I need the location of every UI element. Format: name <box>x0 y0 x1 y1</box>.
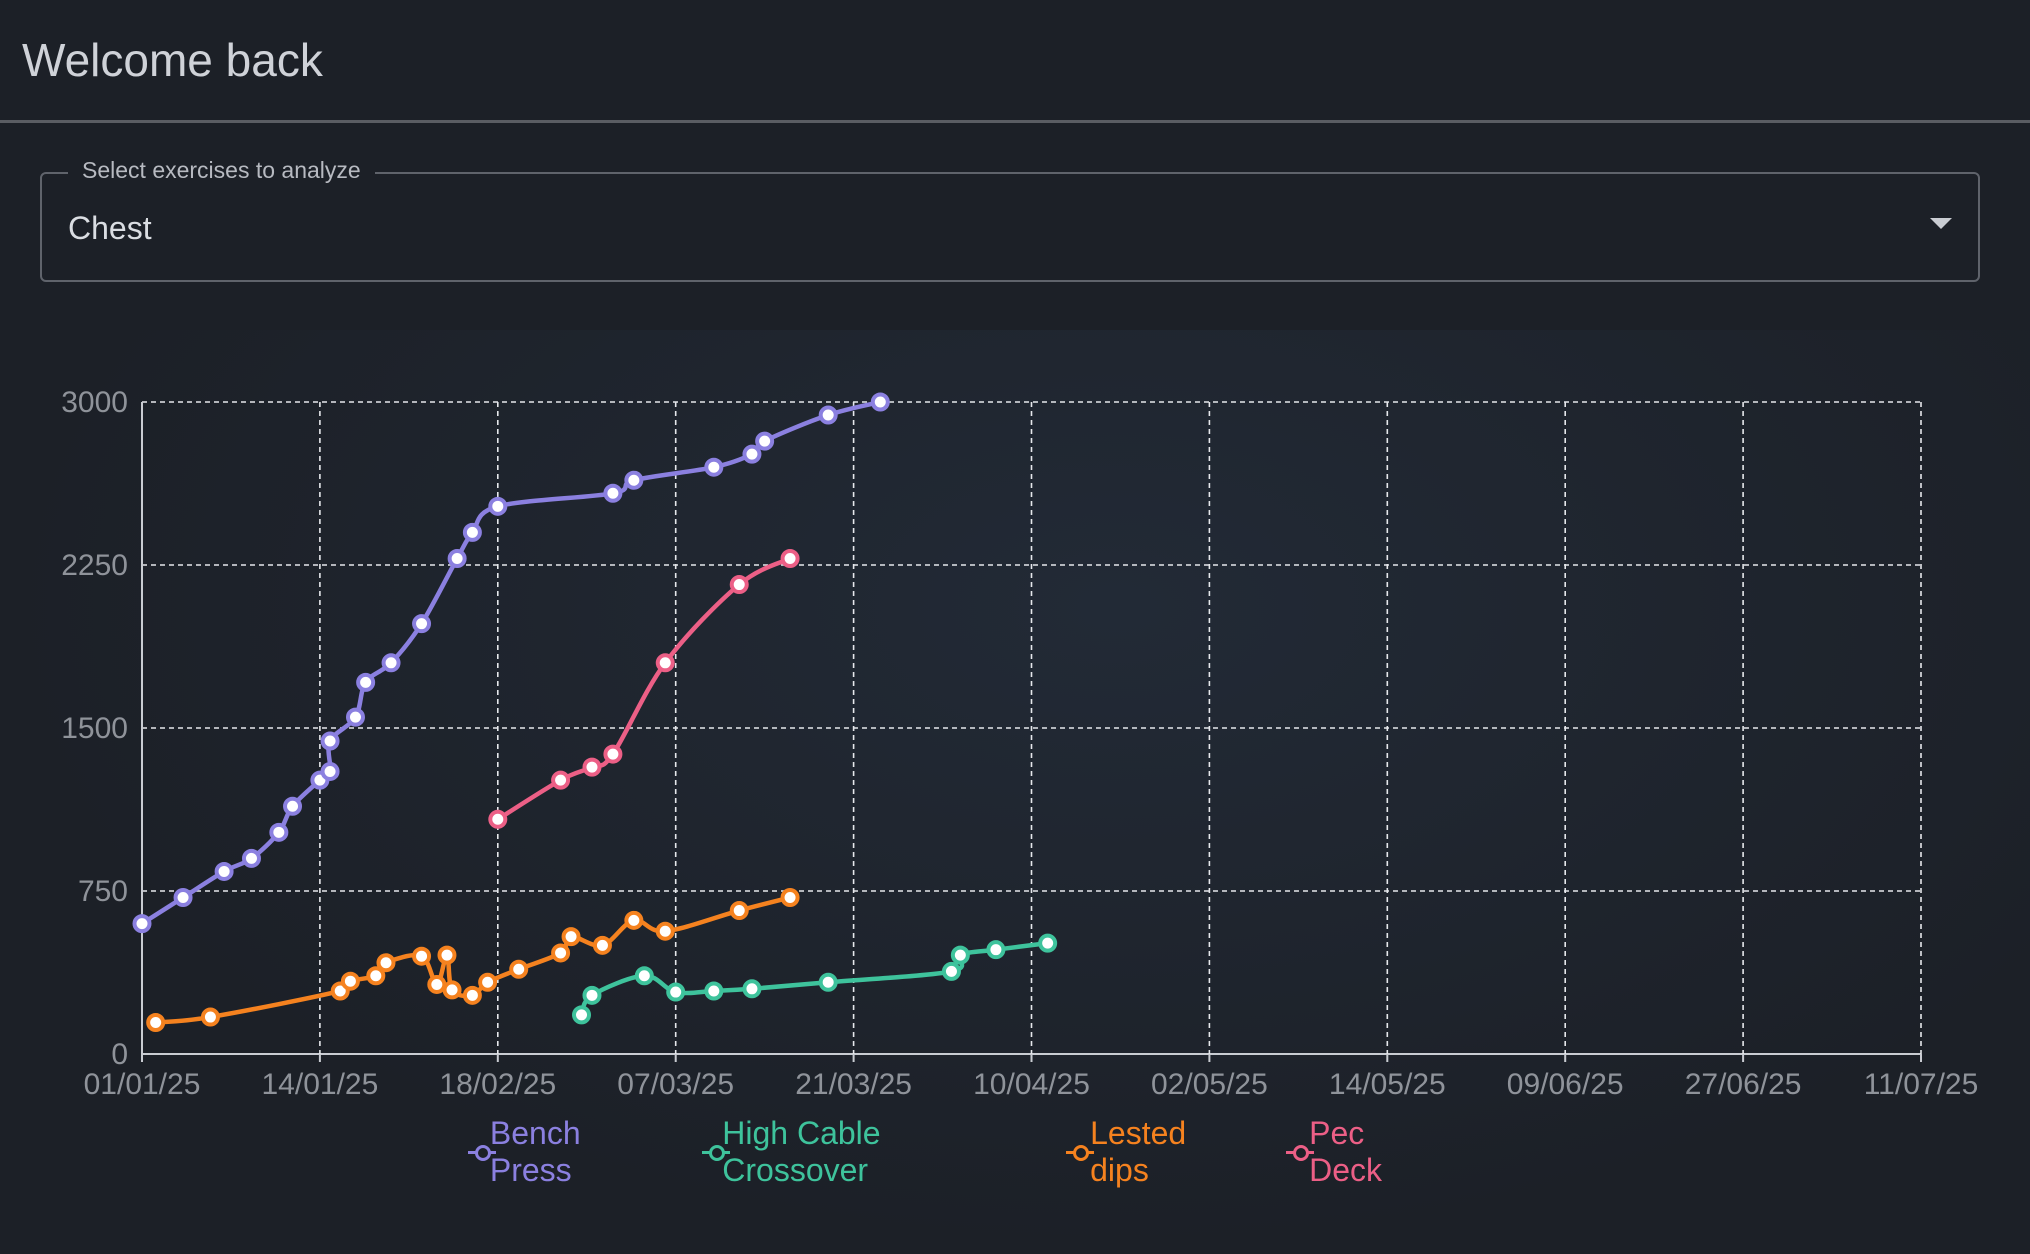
x-tick-label: 27/06/25 <box>1685 1068 1802 1101</box>
bench-press-point <box>269 822 289 842</box>
bench-press-point <box>447 548 467 568</box>
bench-press-point <box>755 431 775 451</box>
bench-press-point <box>283 796 303 816</box>
pec-deck-line <box>495 556 793 822</box>
lested-dips-point <box>340 971 360 991</box>
bench-press-point <box>241 848 261 868</box>
app-header: Welcome back <box>0 0 2030 123</box>
y-tick-label: 750 <box>78 875 128 908</box>
exercise-select[interactable]: Select exercises to analyze Chest <box>40 157 1980 282</box>
lested-dips-point <box>366 966 386 986</box>
x-tick-label: 18/02/25 <box>439 1068 556 1101</box>
legend-marker <box>702 1145 730 1161</box>
chart-area <box>0 330 2030 1254</box>
lested-dips-point <box>376 953 396 973</box>
bench-press-point <box>345 707 365 727</box>
high-cable-crossover-point <box>634 966 654 986</box>
pec-deck-point <box>488 809 508 829</box>
y-tick-label: 0 <box>111 1038 128 1071</box>
x-tick-label: 11/07/25 <box>1864 1068 1979 1101</box>
lested-dips-point <box>146 1012 166 1032</box>
legend-item[interactable]: Pec Deck <box>1286 1115 1393 1189</box>
legend-item[interactable]: High Cable Crossover <box>702 1115 882 1189</box>
high-cable-crossover-point <box>572 1005 592 1025</box>
high-cable-crossover-point <box>950 945 970 965</box>
exercise-select-value: Chest <box>68 210 152 246</box>
legend-label: Bench Press <box>489 1115 581 1188</box>
high-cable-crossover-point <box>941 961 961 981</box>
bench-press-point <box>320 731 340 751</box>
high-cable-crossover-point <box>582 985 602 1005</box>
bench-press-point <box>818 405 838 425</box>
bench-press-point <box>173 888 193 908</box>
bench-press-point <box>488 496 508 516</box>
lested-dips-point <box>551 943 571 963</box>
bench-press-point <box>870 392 890 412</box>
lested-dips-point <box>509 959 529 979</box>
bench-press-point <box>462 522 482 542</box>
bench-press-point <box>704 457 724 477</box>
legend-marker <box>468 1145 496 1161</box>
pec-deck-point <box>551 770 571 790</box>
y-tick-label: 3000 <box>61 386 128 419</box>
high-cable-crossover-point <box>986 940 1006 960</box>
high-cable-crossover-point <box>666 982 686 1002</box>
pec-deck-point <box>603 744 623 764</box>
bench-press-point <box>412 614 432 634</box>
pec-deck-point <box>780 548 800 568</box>
lested-dips-point <box>478 972 498 992</box>
x-tick-label: 01/01/25 <box>84 1068 201 1101</box>
high-cable-crossover-point <box>742 979 762 999</box>
lested-dips-point <box>655 921 675 941</box>
lested-dips-point <box>437 945 457 965</box>
bench-press-point <box>381 653 401 673</box>
lested-dips-point <box>442 980 462 1000</box>
high-cable-crossover-point <box>1038 933 1058 953</box>
legend-label: Pec Deck <box>1309 1115 1383 1188</box>
legend-marker <box>1066 1145 1094 1161</box>
high-cable-crossover-point <box>818 972 838 992</box>
lested-dips-point <box>200 1007 220 1027</box>
lested-dips-point <box>780 888 800 908</box>
x-tick-label: 09/06/25 <box>1507 1068 1624 1101</box>
y-tick-label: 2250 <box>61 549 128 582</box>
bench-press-point <box>320 761 340 781</box>
high-cable-crossover-point <box>704 981 724 1001</box>
legend-item[interactable]: Bench Press <box>468 1115 593 1189</box>
page-title: Welcome back <box>22 34 323 86</box>
y-tick-label: 1500 <box>61 712 128 745</box>
lested-dips-point <box>729 901 749 921</box>
bench-press-point <box>214 861 234 881</box>
pec-deck-point <box>655 653 675 673</box>
exercise-select-label: Select exercises to analyze <box>68 157 375 184</box>
bench-press-point <box>356 672 376 692</box>
bench-press-line <box>139 399 883 926</box>
x-tick-label: 14/05/25 <box>1329 1068 1446 1101</box>
pec-deck-point <box>729 575 749 595</box>
lested-dips-point <box>412 946 432 966</box>
lested-dips-point <box>427 974 447 994</box>
bench-press-point <box>132 914 152 934</box>
bench-press-point <box>742 444 762 464</box>
pec-deck-point <box>582 757 602 777</box>
legend-label: Lested dips <box>1090 1115 1187 1188</box>
x-tick-label: 21/03/25 <box>795 1068 912 1101</box>
x-tick-label: 07/03/25 <box>617 1068 734 1101</box>
bench-press-point <box>624 470 644 490</box>
bench-press-point <box>603 483 623 503</box>
chevron-down-icon[interactable] <box>1930 218 1952 229</box>
x-tick-label: 10/04/25 <box>973 1068 1090 1101</box>
lested-dips-point <box>624 910 644 930</box>
legend-item[interactable]: Lested dips <box>1066 1115 1196 1189</box>
x-tick-label: 02/05/25 <box>1151 1068 1268 1101</box>
lested-dips-point <box>592 935 612 955</box>
legend-label: High Cable Crossover <box>722 1115 881 1188</box>
x-tick-label: 14/01/25 <box>262 1068 379 1101</box>
legend-marker <box>1286 1145 1314 1161</box>
lested-dips-point <box>561 927 581 947</box>
lested-dips-point <box>462 985 482 1005</box>
